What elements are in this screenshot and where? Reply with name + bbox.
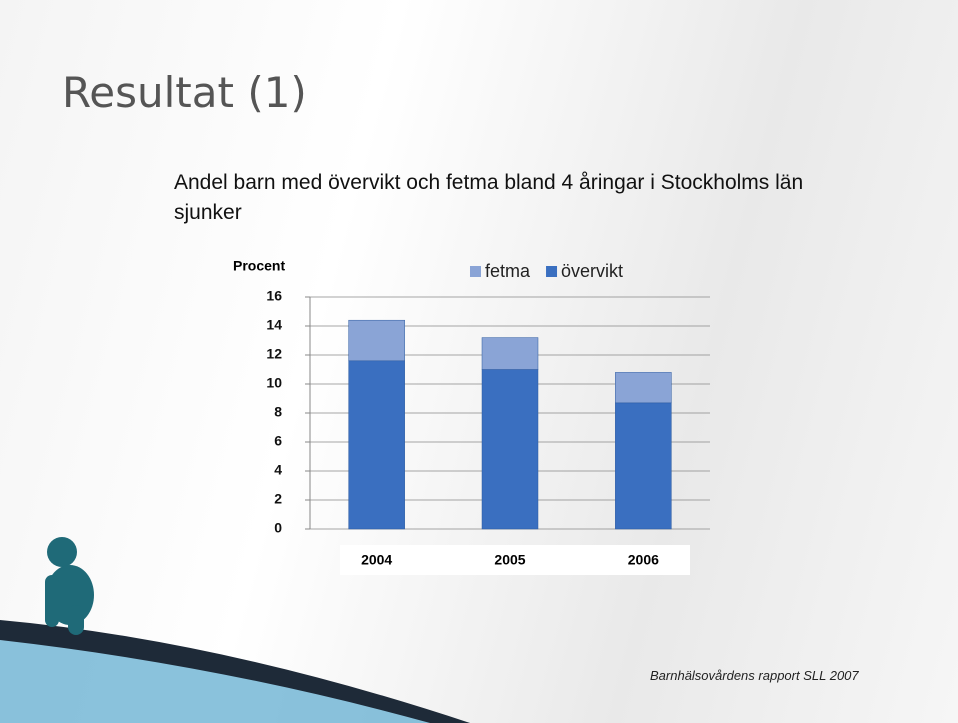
y-tick-label: 12 [266,346,282,362]
y-tick-label: 14 [266,317,282,333]
legend-swatch [546,266,557,277]
legend-swatch [470,266,481,277]
x-tick-label: 2005 [494,552,525,568]
bar-segment [349,320,405,361]
y-axis-label: Procent [233,258,285,274]
y-tick-label: 10 [266,375,282,391]
y-tick-label: 8 [274,404,282,420]
y-tick-label: 16 [266,288,282,304]
chart: Procent 0 2 4 6 8 10 12 14 16 2004 2005 2006 fetma öv… [0,0,958,723]
x-tick-label: 2006 [628,552,659,568]
bar-segment [482,370,538,530]
slide: Resultat (1) Andel barn med övervikt och… [0,0,958,723]
bar-segment [615,372,671,402]
legend-label: fetma [485,261,531,281]
legend-label: övervikt [561,261,623,281]
x-tick-label: 2004 [361,552,392,568]
bar-segment [349,361,405,529]
y-tick-label: 0 [274,520,282,536]
bar-segment [615,403,671,529]
y-tick-label: 4 [274,462,282,478]
y-tick-label: 2 [274,491,282,507]
bar-segment [482,338,538,370]
y-tick-label: 6 [274,433,282,449]
